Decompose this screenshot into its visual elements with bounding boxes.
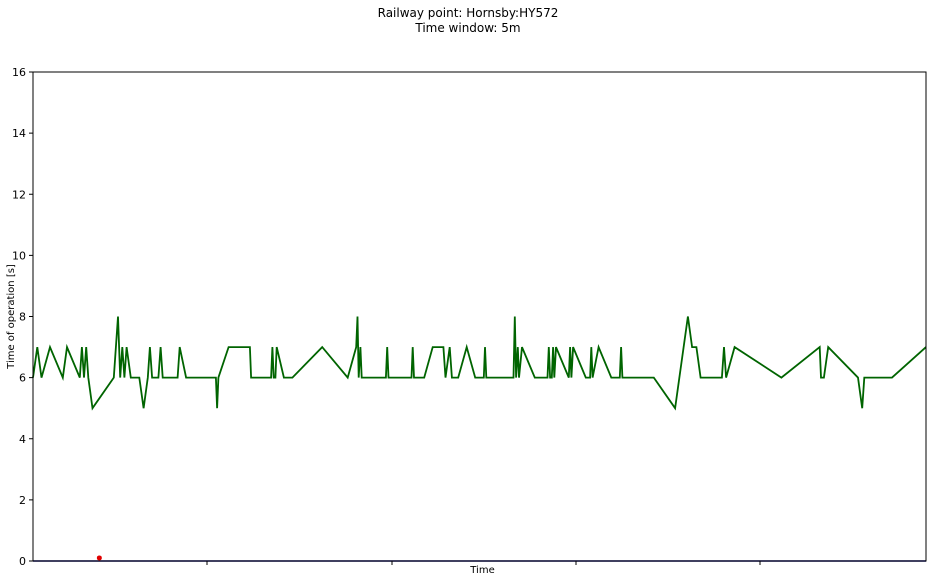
y-tick-label-8: 16 [12, 66, 26, 79]
y-tick-label-3: 6 [19, 372, 26, 385]
marker-point-0 [96, 555, 102, 561]
y-tick-label-6: 12 [12, 188, 26, 201]
y-tick-label-0: 0 [19, 555, 26, 568]
series-line-0 [32, 316, 927, 411]
y-tick-label-5: 10 [12, 249, 26, 262]
y-tick-label-2: 4 [19, 433, 26, 446]
chart-title-line-1: Railway point: Hornsby:HY572 [377, 6, 559, 20]
y-tick-label-4: 8 [19, 311, 26, 324]
plot-frame [32, 71, 927, 562]
y-axis-label: Time of operation [s] [6, 264, 17, 370]
y-tick-label-7: 14 [12, 127, 26, 140]
y-tick-label-1: 2 [19, 494, 26, 507]
x-axis-label: Time [469, 565, 494, 576]
chart-title-line-2: Time window: 5m [415, 21, 521, 35]
